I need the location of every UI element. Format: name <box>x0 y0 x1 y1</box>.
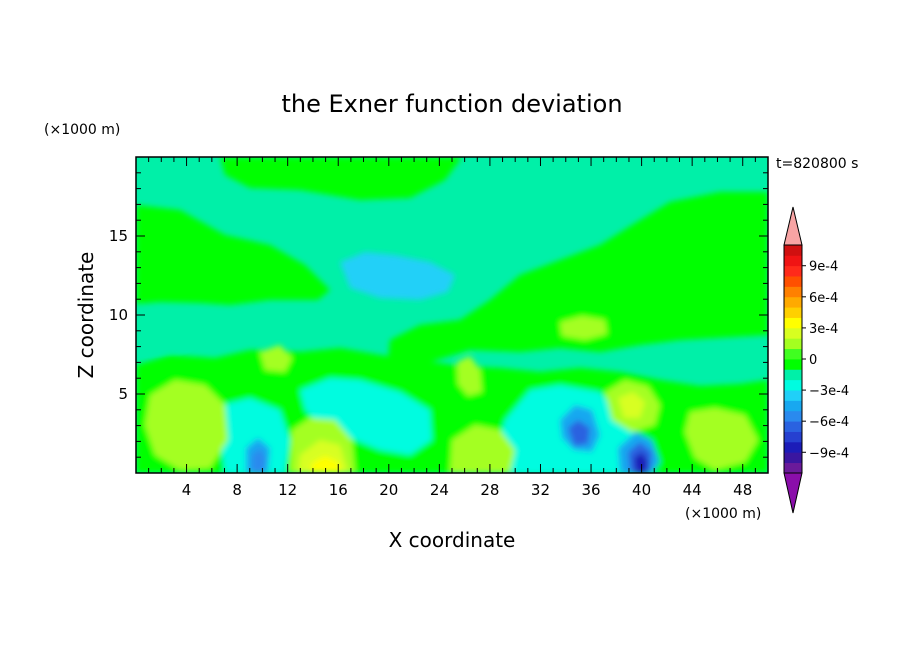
colorbar-segment <box>784 296 802 308</box>
x-tick-label: 36 <box>581 481 600 499</box>
colorbar-segment <box>784 452 802 464</box>
contour-region <box>252 448 266 473</box>
colorbar-segment <box>784 431 802 443</box>
x-tick-label: 48 <box>733 481 752 499</box>
x-tick-label: 40 <box>632 481 651 499</box>
x-tick-label: 24 <box>430 481 449 499</box>
colorbar-segment <box>784 265 802 277</box>
colorbar-segment <box>784 317 802 329</box>
colorbar-segment <box>784 390 802 401</box>
colorbar-segment <box>784 421 802 432</box>
contour-field <box>136 157 768 473</box>
x-tick-label: 8 <box>232 481 242 499</box>
x-axis-label: X coordinate <box>389 528 516 552</box>
chart-title: the Exner function deviation <box>281 90 622 118</box>
contour-region <box>136 318 200 352</box>
y-tick-label: 5 <box>118 385 128 403</box>
contour-region <box>568 420 590 446</box>
colorbar-segment <box>784 307 802 318</box>
colorbar: 9e-4 6e-4 3e-4 0 −3e-4 −6e-4 −9e-4 <box>783 206 849 514</box>
colorbar-label: −3e-4 <box>809 384 849 399</box>
contour-region <box>560 316 607 340</box>
colorbar-segment <box>784 369 802 381</box>
colorbar-label: −6e-4 <box>809 415 849 430</box>
colorbar-segment <box>784 286 802 298</box>
x-tick-label: 20 <box>379 481 398 499</box>
contour-region <box>634 452 648 473</box>
colorbar-segment <box>784 379 802 391</box>
time-label: t=820800 s <box>776 156 858 172</box>
colorbar-over-arrow <box>783 206 803 246</box>
x-axis-ticks: 4 8 12 16 20 24 28 32 36 40 44 48 <box>148 157 756 499</box>
contour-region <box>310 456 340 473</box>
colorbar-label: −9e-4 <box>809 446 849 461</box>
y-tick-label: 15 <box>109 227 128 245</box>
contour-region <box>220 157 462 200</box>
contour-region <box>220 398 290 473</box>
colorbar-label: 3e-4 <box>809 322 838 337</box>
x-tick-label: 4 <box>182 481 192 499</box>
y-unit-label: (×1000 m) <box>44 122 120 138</box>
colorbar-segment <box>784 410 802 422</box>
contour-region <box>457 356 482 396</box>
contour-region <box>260 345 292 372</box>
colorbar-segment <box>784 441 802 453</box>
contour-region <box>136 205 330 305</box>
x-unit-label: (×1000 m) <box>685 506 761 522</box>
y-tick-label: 10 <box>109 306 128 324</box>
colorbar-segment <box>784 348 802 360</box>
contour-region <box>340 252 455 300</box>
contour-region <box>450 425 515 473</box>
colorbar-label: 6e-4 <box>809 291 838 306</box>
contour-region <box>388 192 768 365</box>
colorbar-segment <box>784 359 802 370</box>
colorbar-label: 0 <box>809 353 817 368</box>
colorbar-segment <box>784 276 802 287</box>
colorbar-under-arrow <box>783 472 803 514</box>
y-axis-ticks: 5 10 15 <box>109 172 768 458</box>
x-tick-label: 28 <box>480 481 499 499</box>
colorbar-segment <box>784 462 802 474</box>
colorbar-segment <box>784 338 802 350</box>
colorbar-label: 9e-4 <box>809 260 838 275</box>
x-tick-label: 12 <box>278 481 297 499</box>
contour-region <box>300 378 432 455</box>
colorbar-segment <box>784 255 802 267</box>
x-tick-label: 16 <box>329 481 348 499</box>
colorbar-segment <box>784 327 802 339</box>
contour-region <box>618 392 645 418</box>
x-tick-label: 44 <box>683 481 702 499</box>
colorbar-segment <box>784 245 802 256</box>
contour-region <box>685 408 758 470</box>
colorbar-segment <box>784 400 802 412</box>
y-axis-label: Z coordinate <box>74 252 98 379</box>
x-tick-label: 32 <box>531 481 550 499</box>
contour-region <box>145 380 228 470</box>
